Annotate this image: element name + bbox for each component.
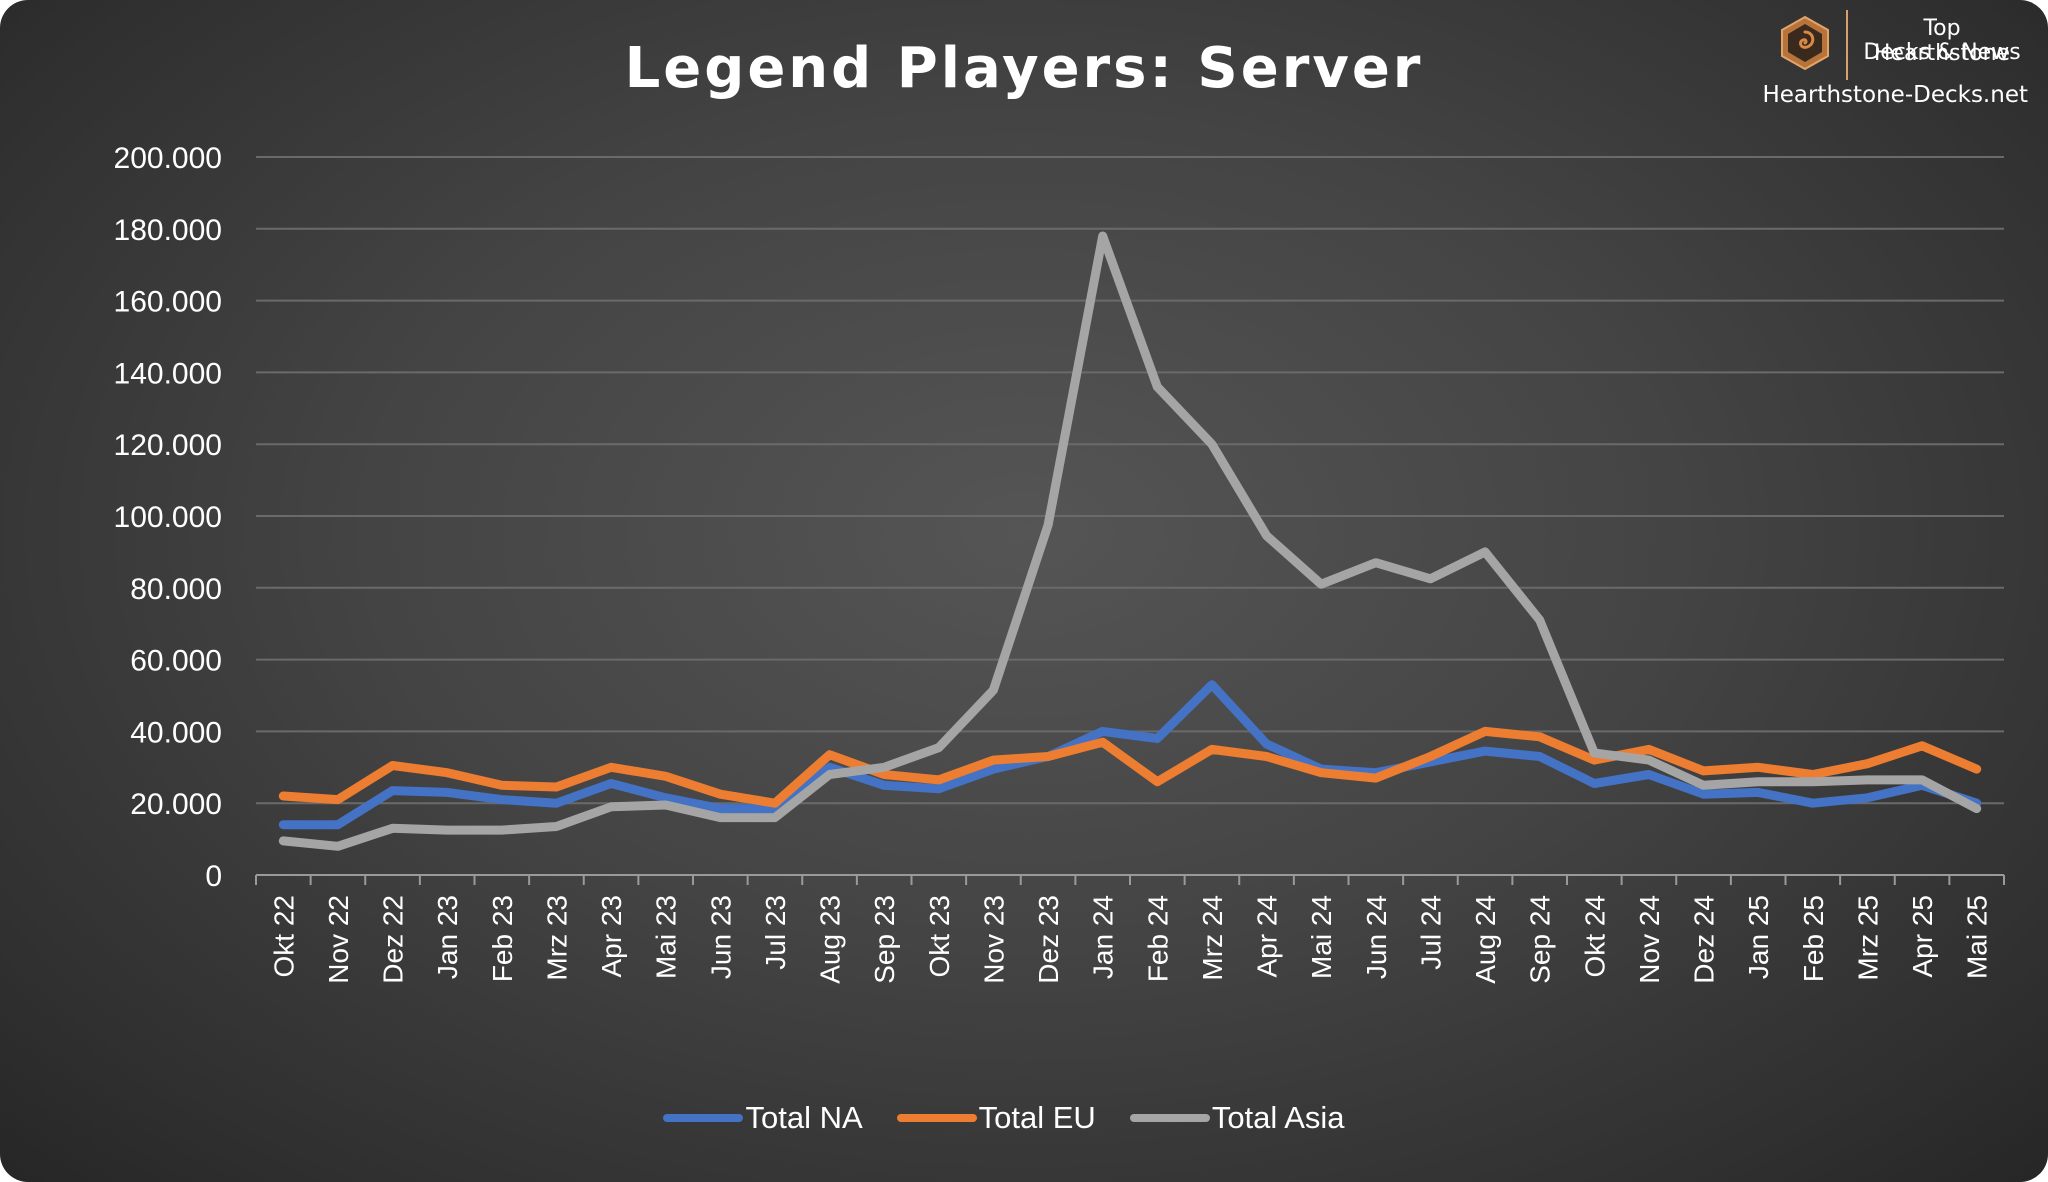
y-tick-label: 80.000 bbox=[130, 573, 222, 606]
x-tick-label: Apr 25 bbox=[1907, 895, 1938, 978]
x-tick-label: Dez 24 bbox=[1689, 895, 1720, 984]
legend-swatch-na bbox=[663, 1114, 744, 1122]
x-tick-label: Jun 24 bbox=[1361, 895, 1392, 979]
legend-item-eu: Total EU bbox=[896, 1100, 1096, 1136]
x-tick-label: Okt 22 bbox=[268, 895, 299, 977]
x-tick-label: Okt 24 bbox=[1579, 895, 1610, 977]
brand-tagline-2: Decks & News bbox=[1863, 40, 2021, 65]
y-tick-label: 40.000 bbox=[130, 716, 222, 749]
legend-label-na: Total NA bbox=[745, 1100, 863, 1135]
y-tick-label: 200.000 bbox=[114, 142, 222, 175]
x-tick-label: Sep 23 bbox=[869, 895, 900, 984]
x-tick-label: Mrz 25 bbox=[1852, 895, 1883, 981]
x-tick-label: Nov 24 bbox=[1634, 895, 1665, 984]
x-tick-label: Nov 22 bbox=[323, 895, 354, 984]
x-tick-label: Jan 24 bbox=[1088, 895, 1119, 979]
brand-divider bbox=[1846, 10, 1848, 80]
x-tick-label: Jul 23 bbox=[760, 895, 791, 970]
x-tick-label: Jun 23 bbox=[705, 895, 736, 979]
y-tick-label: 60.000 bbox=[130, 645, 222, 678]
chart-title: Legend Players: Server bbox=[624, 36, 1424, 101]
series-line-total-asia bbox=[278, 231, 1982, 851]
y-tick-label: 20.000 bbox=[130, 788, 222, 821]
x-tick-label: Feb 23 bbox=[487, 895, 518, 982]
y-tick-label: 100.000 bbox=[114, 501, 222, 534]
legend-item-na: Total NA bbox=[663, 1100, 863, 1136]
legend-label-eu: Total EU bbox=[978, 1100, 1096, 1135]
x-tick-label: Feb 24 bbox=[1142, 895, 1173, 982]
x-tick-label: Mai 25 bbox=[1962, 895, 1993, 979]
y-tick-label: 160.000 bbox=[114, 286, 222, 319]
x-tick-label: Sep 24 bbox=[1525, 895, 1556, 984]
x-tick-label: Dez 23 bbox=[1033, 895, 1064, 984]
x-tick-label: Aug 24 bbox=[1470, 895, 1501, 984]
legend-label-asia: Total Asia bbox=[1211, 1100, 1345, 1135]
x-tick-label: Jul 24 bbox=[1415, 895, 1446, 970]
y-tick-label: 0 bbox=[205, 860, 222, 893]
legend-item-asia: Total Asia bbox=[1129, 1100, 1345, 1136]
x-tick-label: Mai 23 bbox=[651, 895, 682, 979]
brand-block[interactable]: Top Hearthstone Decks & News Hearthstone… bbox=[1758, 8, 2028, 118]
series-line-total-eu bbox=[278, 726, 1982, 808]
brand-tagline-1: Top Hearthstone bbox=[1873, 16, 2011, 66]
x-tick-label: Dez 22 bbox=[378, 895, 409, 984]
y-tick-label: 120.000 bbox=[114, 429, 222, 462]
x-tick-label: Nov 23 bbox=[978, 895, 1009, 984]
x-tick-label: Apr 24 bbox=[1252, 895, 1283, 978]
hearthstone-logo-icon bbox=[1781, 15, 1829, 71]
x-tick-label: Mrz 23 bbox=[541, 895, 572, 981]
y-tick-label: 180.000 bbox=[114, 214, 222, 247]
x-tick-label: Mrz 24 bbox=[1197, 895, 1228, 981]
x-tick-label: Jan 23 bbox=[432, 895, 463, 979]
x-tick-label: Apr 23 bbox=[596, 895, 627, 978]
series-line-total-na bbox=[278, 680, 1982, 830]
x-tick-label: Aug 23 bbox=[815, 895, 846, 984]
chart-legend: Total NA Total EU Total Asia bbox=[0, 1100, 2028, 1136]
brand-url[interactable]: Hearthstone-Decks.net bbox=[1762, 82, 2028, 108]
x-tick-label: Feb 25 bbox=[1798, 895, 1829, 982]
legend-swatch-asia bbox=[1129, 1114, 1210, 1122]
x-tick-label: Okt 23 bbox=[924, 895, 955, 977]
legend-swatch-eu bbox=[896, 1114, 977, 1122]
y-tick-label: 140.000 bbox=[114, 357, 222, 390]
x-tick-label: Mai 24 bbox=[1306, 895, 1337, 979]
x-tick-label: Jan 25 bbox=[1743, 895, 1774, 979]
